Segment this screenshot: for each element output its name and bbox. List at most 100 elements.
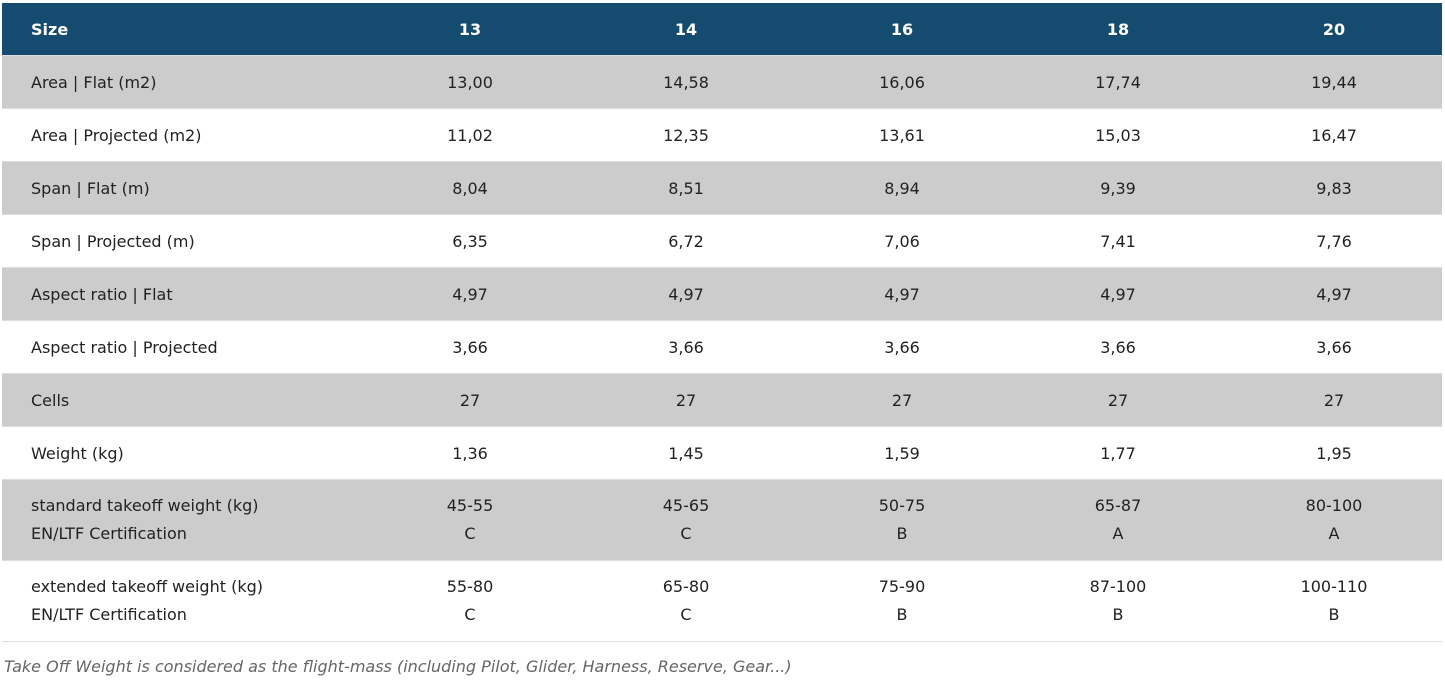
table-row: Area | Projected (m2) 11,02 12,35 13,61 15,0…	[2, 108, 1442, 162]
cell-line: B	[896, 605, 908, 624]
table-cell: 27	[362, 373, 578, 427]
table-cell: Cells	[2, 373, 362, 427]
table-row: Aspect ratio | Flat 4,97 4,97 4,97 4,97 4,97	[2, 267, 1442, 321]
header-cell: 20	[1226, 3, 1442, 56]
table-cell: 17,74	[1010, 55, 1226, 109]
table-cell: 4,97	[362, 267, 578, 321]
table-cell: 27	[1010, 373, 1226, 427]
table-cell: standard takeoff weight (kg) EN/LTF Certi…	[2, 479, 362, 561]
table-cell: 11,02	[362, 108, 578, 162]
table-cell: 50-75 B	[794, 479, 1010, 561]
table-cell: 15,03	[1010, 108, 1226, 162]
spec-table: Size 13 14 16 18 20 Area | Flat (m2) 13,00 14,5…	[2, 3, 1442, 642]
cell-line: B	[896, 524, 908, 543]
table-cell: 7,41	[1010, 214, 1226, 268]
table-cell: 9,83	[1226, 161, 1442, 215]
cell-line: 45-55	[446, 496, 494, 515]
cell-line: A	[1112, 524, 1124, 543]
table-cell: 4,97	[794, 267, 1010, 321]
table-cell: 8,04	[362, 161, 578, 215]
table-cell: 9,39	[1010, 161, 1226, 215]
cell-line: 50-75	[878, 496, 926, 515]
cell-line: C	[680, 524, 692, 543]
table-row: Cells 27 27 27 27 27	[2, 373, 1442, 427]
cell-line: 65-87	[1094, 496, 1142, 515]
header-cell: 16	[794, 3, 1010, 56]
footnote: Take Off Weight is considered as the fli…	[4, 657, 792, 676]
table-row: standard takeoff weight (kg) EN/LTF Certi…	[2, 479, 1442, 561]
cell-line: A	[1328, 524, 1340, 543]
table-cell: 27	[578, 373, 794, 427]
cell-line: EN/LTF Certification	[31, 605, 187, 624]
table-cell: 75-90 B	[794, 560, 1010, 642]
table-cell: Aspect ratio | Flat	[2, 267, 362, 321]
table-cell: 3,66	[362, 320, 578, 374]
table-cell: Area | Flat (m2)	[2, 55, 362, 109]
header-row: Size 13 14 16 18 20	[2, 3, 1442, 56]
table-cell: 45-65 C	[578, 479, 794, 561]
table-cell: Span | Flat (m)	[2, 161, 362, 215]
table-cell: extended takeoff weight (kg) EN/LTF Certi…	[2, 560, 362, 642]
table-cell: 3,66	[1226, 320, 1442, 374]
table-cell: 55-80 C	[362, 560, 578, 642]
cell-line: B	[1112, 605, 1124, 624]
header-cell: Size	[2, 3, 362, 56]
cell-line: 75-90	[878, 577, 926, 596]
table-cell: 27	[794, 373, 1010, 427]
cell-line: 100-110	[1300, 577, 1368, 596]
table-cell: 16,47	[1226, 108, 1442, 162]
table-row: Weight (kg) 1,36 1,45 1,59 1,77 1,95	[2, 426, 1442, 480]
cell-line: 55-80	[446, 577, 494, 596]
cell-line: C	[680, 605, 692, 624]
table-row: Span | Flat (m) 8,04 8,51 8,94 9,39 9,83	[2, 161, 1442, 215]
table-cell: 8,94	[794, 161, 1010, 215]
table-cell: Weight (kg)	[2, 426, 362, 480]
header-cell: 18	[1010, 3, 1226, 56]
table-cell: Aspect ratio | Projected	[2, 320, 362, 374]
cell-line: EN/LTF Certification	[31, 524, 187, 543]
table-cell: 4,97	[1010, 267, 1226, 321]
table-cell: 14,58	[578, 55, 794, 109]
cell-line: 87-100	[1089, 577, 1147, 596]
table-cell: Area | Projected (m2)	[2, 108, 362, 162]
table-cell: 19,44	[1226, 55, 1442, 109]
table-cell: 16,06	[794, 55, 1010, 109]
table-cell: 12,35	[578, 108, 794, 162]
table-cell: 3,66	[1010, 320, 1226, 374]
table-cell: 7,06	[794, 214, 1010, 268]
table-row: extended takeoff weight (kg) EN/LTF Certi…	[2, 560, 1442, 642]
table-cell: 1,59	[794, 426, 1010, 480]
table-cell: 45-55 C	[362, 479, 578, 561]
cell-line: C	[464, 605, 476, 624]
table-cell: 7,76	[1226, 214, 1442, 268]
cell-line: 65-80	[662, 577, 710, 596]
cell-line: 80-100	[1305, 496, 1363, 515]
table-row: Aspect ratio | Projected 3,66 3,66 3,66 3,66…	[2, 320, 1442, 374]
table-cell: 65-87 A	[1010, 479, 1226, 561]
cell-line: extended takeoff weight (kg)	[31, 577, 263, 596]
cell-line: B	[1328, 605, 1340, 624]
table-cell: 4,97	[578, 267, 794, 321]
table-cell: 1,45	[578, 426, 794, 480]
header-cell: 14	[578, 3, 794, 56]
table-cell: 6,72	[578, 214, 794, 268]
table-cell: 3,66	[794, 320, 1010, 374]
table-row: Area | Flat (m2) 13,00 14,58 16,06 17,74 19,4…	[2, 55, 1442, 109]
table-row: Span | Projected (m) 6,35 6,72 7,06 7,41 7,76	[2, 214, 1442, 268]
table-cell: 8,51	[578, 161, 794, 215]
cell-line: 45-65	[662, 496, 710, 515]
table-cell: 27	[1226, 373, 1442, 427]
header-cell: 13	[362, 3, 578, 56]
table-cell: 1,77	[1010, 426, 1226, 480]
table-cell: 4,97	[1226, 267, 1442, 321]
table-cell: 13,00	[362, 55, 578, 109]
table-cell: 65-80 C	[578, 560, 794, 642]
table-body: Area | Flat (m2) 13,00 14,58 16,06 17,74 19,4…	[2, 55, 1442, 642]
table-cell: 1,95	[1226, 426, 1442, 480]
cell-line: C	[464, 524, 476, 543]
table-cell: 1,36	[362, 426, 578, 480]
table-cell: 87-100 B	[1010, 560, 1226, 642]
table-cell: 13,61	[794, 108, 1010, 162]
table-cell: Span | Projected (m)	[2, 214, 362, 268]
table-cell: 80-100 A	[1226, 479, 1442, 561]
